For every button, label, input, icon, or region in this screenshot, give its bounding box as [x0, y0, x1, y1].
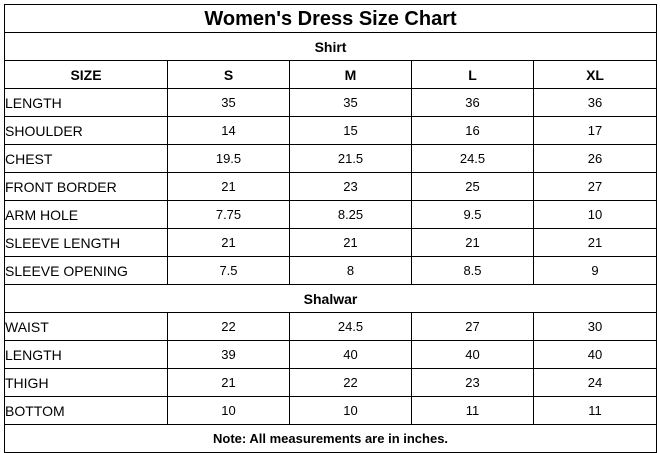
row-label: CHEST [4, 144, 168, 173]
measurement-value: 36 [411, 88, 534, 117]
row-label: THIGH [4, 368, 168, 397]
measurement-value: 30 [532, 312, 658, 341]
table-row: THIGH 21 22 23 24 [4, 368, 658, 397]
shalwar-section-row: Shalwar [3, 284, 658, 313]
row-label: ARM HOLE [4, 200, 168, 229]
measurement-value: 8.25 [289, 200, 412, 229]
size-chart-table: Women's Dress Size Chart Shirt SIZE S M … [3, 4, 658, 453]
measurement-value: 10 [167, 396, 290, 425]
measurement-value: 24.5 [411, 144, 534, 173]
header-l: L [411, 60, 534, 89]
row-label: SLEEVE LENGTH [4, 228, 168, 257]
chart-title: Women's Dress Size Chart [3, 4, 658, 33]
table-row: ARM HOLE 7.75 8.25 9.5 10 [4, 200, 658, 229]
measurement-value: 27 [532, 172, 658, 201]
measurement-value: 9 [532, 256, 658, 285]
measurement-value: 21 [289, 228, 412, 257]
measurement-value: 22 [289, 368, 412, 397]
measurement-value: 9.5 [411, 200, 534, 229]
measurement-value: 7.75 [167, 200, 290, 229]
measurement-value: 27 [411, 312, 534, 341]
measurement-value: 7.5 [167, 256, 290, 285]
measurement-value: 19.5 [167, 144, 290, 173]
measurement-value: 21 [411, 228, 534, 257]
table-row: CHEST 19.5 21.5 24.5 26 [4, 144, 658, 173]
size-chart-body: Women's Dress Size Chart Shirt SIZE S M … [3, 4, 658, 453]
measurement-value: 15 [289, 116, 412, 145]
measurement-value: 40 [411, 340, 534, 369]
measurement-value: 22 [167, 312, 290, 341]
row-label: WAIST [4, 312, 168, 341]
measurement-note: Note: All measurements are in inches. [3, 424, 658, 453]
measurement-value: 36 [532, 88, 658, 117]
title-row: Women's Dress Size Chart [3, 4, 658, 33]
measurement-value: 23 [289, 172, 412, 201]
measurement-value: 40 [532, 340, 658, 369]
table-row: LENGTH 35 35 36 36 [4, 88, 658, 117]
measurement-value: 8.5 [411, 256, 534, 285]
measurement-value: 40 [289, 340, 412, 369]
table-row: SLEEVE OPENING 7.5 8 8.5 9 [4, 256, 658, 285]
measurement-value: 25 [411, 172, 534, 201]
measurement-value: 21 [167, 228, 290, 257]
row-label: BOTTOM [4, 396, 168, 425]
table-row: FRONT BORDER 21 23 25 27 [4, 172, 658, 201]
header-size: SIZE [4, 60, 168, 89]
table-row: WAIST 22 24.5 27 30 [4, 312, 658, 341]
measurement-value: 8 [289, 256, 412, 285]
measurement-value: 10 [532, 200, 658, 229]
row-label: LENGTH [4, 88, 168, 117]
measurement-value: 14 [167, 116, 290, 145]
table-row: LENGTH 39 40 40 40 [4, 340, 658, 369]
row-label: SHOULDER [4, 116, 168, 145]
table-row: SLEEVE LENGTH 21 21 21 21 [4, 228, 658, 257]
shirt-section-row: Shirt [3, 32, 658, 61]
measurement-value: 21 [167, 172, 290, 201]
row-label: LENGTH [4, 340, 168, 369]
measurement-value: 26 [532, 144, 658, 173]
table-row: BOTTOM 10 10 11 11 [4, 396, 658, 425]
measurement-value: 24 [532, 368, 658, 397]
measurement-value: 11 [411, 396, 534, 425]
measurement-value: 39 [167, 340, 290, 369]
measurement-value: 16 [411, 116, 534, 145]
measurement-value: 35 [167, 88, 290, 117]
shalwar-section-heading: Shalwar [3, 284, 658, 313]
measurement-value: 10 [289, 396, 412, 425]
measurement-value: 23 [411, 368, 534, 397]
header-row: SIZE S M L XL [4, 60, 658, 89]
measurement-value: 17 [532, 116, 658, 145]
header-s: S [167, 60, 290, 89]
measurement-value: 35 [289, 88, 412, 117]
measurement-value: 11 [532, 396, 658, 425]
measurement-value: 24.5 [289, 312, 412, 341]
measurement-value: 21.5 [289, 144, 412, 173]
table-row: SHOULDER 14 15 16 17 [4, 116, 658, 145]
row-label: FRONT BORDER [4, 172, 168, 201]
shirt-section-heading: Shirt [3, 32, 658, 61]
measurement-value: 21 [532, 228, 658, 257]
header-xl: XL [532, 60, 658, 89]
measurement-value: 21 [167, 368, 290, 397]
row-label: SLEEVE OPENING [4, 256, 168, 285]
note-row: Note: All measurements are in inches. [3, 424, 658, 453]
header-m: M [289, 60, 412, 89]
